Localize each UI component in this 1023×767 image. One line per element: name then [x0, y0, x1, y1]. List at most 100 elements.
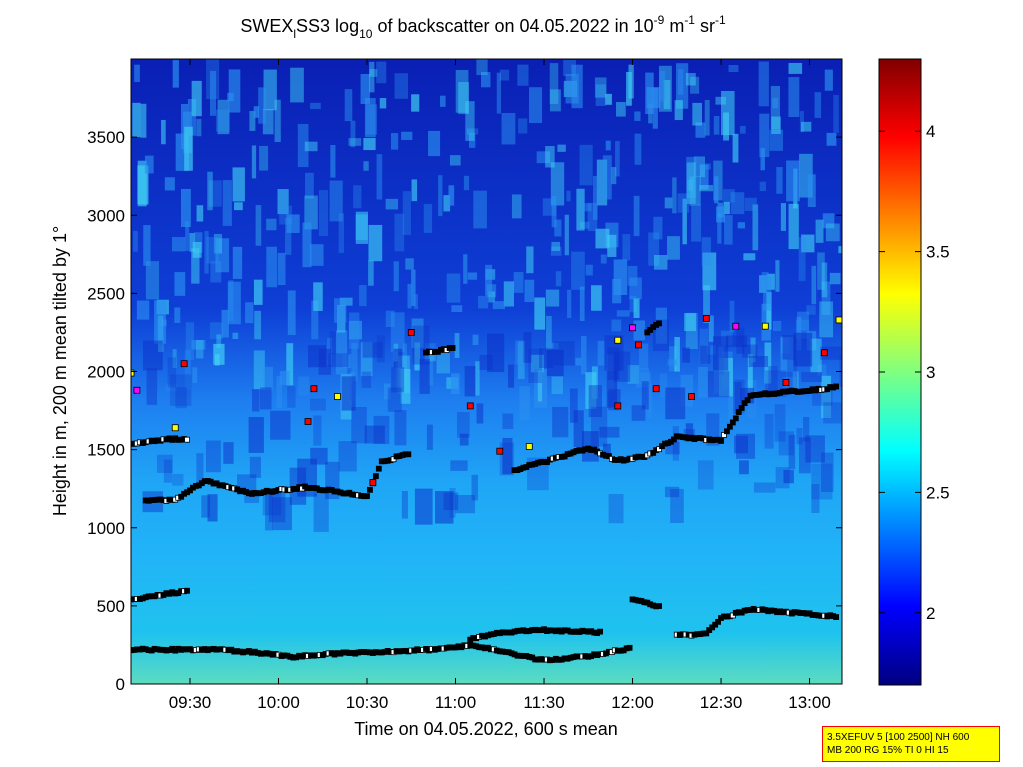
texture-patch — [384, 383, 391, 400]
texture-patch — [730, 192, 745, 215]
texture-patch — [557, 144, 566, 152]
texture-patch — [266, 218, 277, 231]
texture-patch — [449, 155, 461, 166]
x-tick-label: 11:00 — [435, 693, 476, 712]
texture-patch — [227, 281, 241, 325]
texture-patch — [594, 77, 607, 98]
texture-patch — [713, 370, 720, 394]
layer-point — [375, 465, 382, 472]
layer-point — [726, 423, 733, 430]
texture-patch — [342, 354, 352, 369]
texture-patch — [551, 195, 557, 228]
texture-patch — [210, 261, 222, 283]
texture-patch — [838, 246, 842, 254]
texture-patch — [475, 361, 480, 396]
texture-patch — [713, 115, 720, 135]
texture-patch — [338, 213, 345, 253]
title-sub-2: 10 — [359, 27, 373, 41]
texture-patch — [652, 87, 658, 129]
texture-patch-dark — [748, 356, 769, 368]
texture-patch — [750, 337, 756, 363]
texture-patch-dark — [502, 437, 513, 475]
colorbar-tick-label: 3.5 — [926, 243, 950, 262]
layer-point — [670, 436, 677, 443]
detection-marker — [782, 379, 790, 386]
texture-patch — [379, 98, 387, 109]
texture-patch — [564, 214, 569, 256]
texture-patch — [762, 277, 772, 311]
texture-patch — [689, 176, 701, 206]
texture-patch — [555, 271, 562, 287]
texture-patch — [518, 118, 528, 134]
texture-patch — [788, 77, 800, 118]
texture-patch — [639, 343, 649, 370]
texture-patch — [579, 286, 585, 321]
texture-patch-dark — [604, 335, 624, 371]
texture-patch — [478, 295, 489, 309]
texture-patch — [597, 340, 605, 366]
texture-patch — [708, 315, 714, 342]
colorbar-tick-label: 4 — [926, 122, 935, 141]
texture-patch — [549, 63, 559, 104]
texture-patch-dark — [248, 417, 264, 453]
texture-patch — [780, 203, 787, 231]
texture-patch — [699, 328, 709, 365]
x-tick-label: 12:00 — [611, 693, 654, 712]
texture-patch-dark — [641, 381, 649, 410]
texture-patch — [723, 201, 730, 215]
texture-patch — [185, 221, 190, 251]
texture-patch — [438, 175, 443, 217]
layer-point — [741, 400, 748, 407]
texture-patch — [819, 301, 834, 338]
texture-patch-dark — [697, 460, 714, 490]
texture-patch — [801, 121, 812, 132]
layer-point — [735, 409, 742, 415]
texture-patch — [674, 337, 680, 372]
texture-patch — [701, 237, 711, 266]
texture-patch — [716, 206, 726, 223]
colorbar-tick-label: 3 — [926, 363, 935, 382]
texture-patch — [695, 122, 706, 138]
texture-patch — [191, 248, 200, 284]
texture-patch — [566, 190, 571, 202]
texture-patch — [234, 202, 243, 211]
texture-patch — [215, 238, 230, 273]
texture-patch — [365, 104, 378, 135]
texture-patch — [402, 343, 408, 387]
texture-patch-dark — [249, 456, 261, 478]
heatmap-texture — [132, 59, 842, 532]
y-tick-label: 500 — [97, 597, 125, 616]
texture-patch-dark — [753, 482, 776, 493]
texture-patch-dark — [664, 486, 680, 498]
y-tick-label: 2000 — [87, 363, 125, 382]
texture-patch-dark — [373, 415, 390, 445]
texture-patch — [232, 332, 239, 339]
texture-patch — [133, 230, 138, 252]
texture-patch-dark — [733, 381, 742, 415]
texture-patch — [465, 101, 475, 141]
texture-patch — [463, 254, 468, 284]
texture-patch — [667, 236, 680, 260]
texture-patch — [511, 194, 522, 219]
texture-patch — [154, 300, 167, 344]
texture-patch — [596, 159, 608, 206]
texture-patch — [355, 211, 369, 244]
texture-patch-dark — [142, 340, 163, 371]
texture-patch-dark — [602, 443, 611, 455]
texture-patch — [455, 69, 469, 113]
texture-patch — [605, 93, 612, 105]
texture-patch-dark — [175, 387, 187, 409]
texture-patch — [394, 73, 409, 99]
texture-patch-dark — [223, 442, 234, 464]
texture-patch — [353, 185, 362, 209]
texture-patch — [799, 111, 804, 133]
texture-patch — [634, 111, 641, 121]
texture-patch — [215, 109, 230, 132]
texture-patch — [676, 63, 689, 109]
texture-patch — [684, 313, 696, 332]
texture-patch — [172, 349, 177, 369]
texture-patch — [191, 339, 206, 350]
texture-patch — [563, 59, 577, 77]
texture-patch — [351, 343, 358, 382]
layer-point — [729, 419, 736, 426]
